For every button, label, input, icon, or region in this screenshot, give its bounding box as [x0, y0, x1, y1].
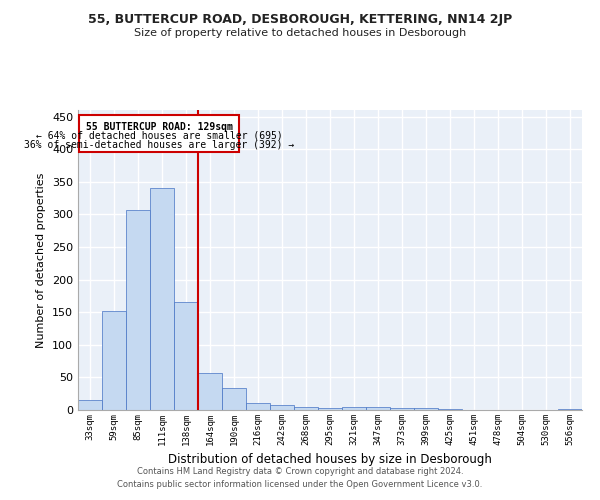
Bar — [222, 388, 246, 410]
Bar — [318, 408, 342, 410]
Bar — [342, 408, 366, 410]
X-axis label: Distribution of detached houses by size in Desborough: Distribution of detached houses by size … — [168, 454, 492, 466]
Bar — [414, 408, 438, 410]
Text: Contains public sector information licensed under the Open Government Licence v3: Contains public sector information licen… — [118, 480, 482, 489]
Bar — [246, 404, 270, 410]
Bar — [366, 408, 390, 410]
Bar — [438, 408, 462, 410]
Bar — [390, 408, 414, 410]
Bar — [294, 406, 318, 410]
Text: 55 BUTTERCUP ROAD: 129sqm: 55 BUTTERCUP ROAD: 129sqm — [86, 122, 232, 132]
Text: 36% of semi-detached houses are larger (392) →: 36% of semi-detached houses are larger (… — [24, 140, 294, 150]
Bar — [198, 373, 222, 410]
Bar — [558, 408, 582, 410]
Bar — [270, 406, 294, 410]
Text: ← 64% of detached houses are smaller (695): ← 64% of detached houses are smaller (69… — [35, 131, 283, 141]
Bar — [78, 400, 102, 410]
Bar — [174, 302, 198, 410]
Y-axis label: Number of detached properties: Number of detached properties — [37, 172, 46, 348]
Text: 55, BUTTERCUP ROAD, DESBOROUGH, KETTERING, NN14 2JP: 55, BUTTERCUP ROAD, DESBOROUGH, KETTERIN… — [88, 12, 512, 26]
Bar — [150, 188, 174, 410]
Text: Contains HM Land Registry data © Crown copyright and database right 2024.: Contains HM Land Registry data © Crown c… — [137, 467, 463, 476]
Bar — [102, 311, 126, 410]
Bar — [126, 210, 150, 410]
FancyBboxPatch shape — [79, 115, 239, 152]
Text: Size of property relative to detached houses in Desborough: Size of property relative to detached ho… — [134, 28, 466, 38]
